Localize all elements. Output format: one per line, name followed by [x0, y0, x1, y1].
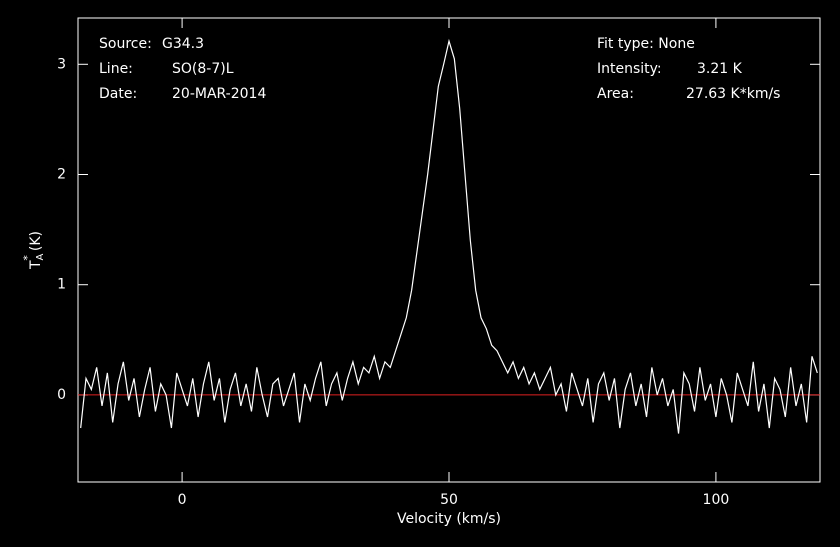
x-tick-label: 50: [440, 492, 458, 508]
annotation: Line:: [99, 61, 133, 77]
annotation: Intensity:: [597, 61, 662, 77]
y-label-unit: (K): [28, 231, 44, 251]
annotation: Date:: [99, 86, 137, 102]
y-label-sup: *: [21, 255, 34, 261]
x-tick-label: 0: [178, 492, 187, 508]
x-axis-label: Velocity (km/s): [397, 511, 501, 527]
annotation: Area:: [597, 86, 634, 102]
annotation: Fit type: None: [597, 36, 695, 52]
spectrum-line: [80, 38, 818, 434]
annotation: 3.21 K: [697, 61, 743, 77]
y-tick-label: 3: [57, 56, 66, 72]
y-tick-label: 2: [57, 167, 66, 183]
y-tick-label: 1: [57, 277, 66, 293]
y-label-sub: A: [35, 253, 46, 260]
annotation: 20-MAR-2014: [172, 86, 266, 102]
x-tick-label: 100: [703, 492, 730, 508]
y-label-base: T: [28, 260, 44, 270]
annotation: Source:: [99, 36, 152, 52]
annotation: G34.3: [162, 36, 204, 52]
y-axis-label: TA* (K): [21, 231, 46, 270]
annotation: 27.63 K*km/s: [686, 86, 780, 102]
annotation: SO(8-7)L: [172, 61, 234, 77]
y-tick-label: 0: [57, 387, 66, 403]
